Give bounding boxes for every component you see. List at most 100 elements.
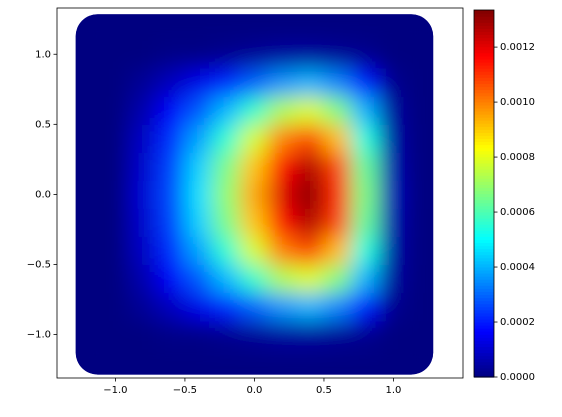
y-tick-label: −1.0 <box>27 330 51 341</box>
heat-cell <box>75 67 102 97</box>
heat-cell <box>184 67 214 97</box>
colorbar-step <box>474 285 494 289</box>
heat-cell <box>379 207 408 237</box>
colorbar-step <box>474 227 494 231</box>
colorbar-step <box>474 297 494 302</box>
heat-cell <box>100 207 130 237</box>
heat-cell <box>184 235 214 265</box>
colorbar-step <box>474 269 494 274</box>
colorbar-step <box>474 205 494 210</box>
colorbar-step <box>474 43 494 48</box>
heat-cell <box>240 320 269 350</box>
colorbar-step <box>474 22 494 26</box>
heat-cell <box>267 123 297 153</box>
colorbar-step <box>474 184 494 188</box>
heat-cell <box>406 263 434 294</box>
heat-cell <box>212 151 242 181</box>
colorbar-step <box>474 107 494 112</box>
heat-cell <box>323 235 353 265</box>
heat-cell <box>212 14 242 41</box>
colorbar-step <box>474 273 494 277</box>
colorbar-step <box>474 248 494 253</box>
colorbar-step <box>474 49 494 54</box>
colorbar-step <box>474 312 494 317</box>
heat-cell <box>351 320 381 350</box>
heat-cell <box>75 14 102 41</box>
heat-cell <box>212 179 242 209</box>
colorbar-step <box>474 361 494 366</box>
colorbar-step <box>474 169 494 173</box>
colorbar-frame <box>473 9 495 378</box>
heat-cell <box>323 179 353 209</box>
heat-cell <box>75 348 102 375</box>
colorbar-step <box>474 74 494 78</box>
heat-cell <box>212 39 242 69</box>
colorbar-step <box>474 224 494 228</box>
heat-cell <box>379 67 408 97</box>
heat-cell <box>406 14 434 41</box>
heat-cell <box>212 67 242 97</box>
heat-cell <box>323 292 353 322</box>
heat-cell <box>351 151 381 181</box>
colorbar-step <box>474 28 494 33</box>
colorbar-step <box>474 120 494 124</box>
heat-cell <box>184 348 214 375</box>
heat-cell <box>184 292 214 322</box>
heat-cell <box>379 39 408 69</box>
heat-cell <box>100 292 130 322</box>
heat-cell <box>75 151 102 181</box>
heat-cell <box>240 263 269 294</box>
heat-cell <box>323 95 353 125</box>
heat-cell <box>240 67 269 97</box>
heat-cell <box>184 123 214 153</box>
heat-cell <box>75 263 102 294</box>
heat-cell <box>267 235 297 265</box>
colorbar-step <box>474 16 494 20</box>
colorbar-step <box>474 242 494 247</box>
heat-cell <box>75 235 102 265</box>
colorbar-step <box>474 260 494 265</box>
colorbar-step <box>474 214 494 219</box>
heat-cell <box>240 292 269 322</box>
y-tick-label: 0.0 <box>35 189 51 200</box>
heat-cell <box>406 320 434 350</box>
heat-cell <box>75 292 102 322</box>
heat-cell <box>406 235 434 265</box>
heat-cell <box>267 39 297 69</box>
heat-cell <box>100 14 130 41</box>
heat-cell <box>156 179 186 209</box>
heat-cell <box>75 95 102 125</box>
colorbar-step <box>474 19 494 23</box>
heat-cell <box>128 39 158 69</box>
colorbar-tick-label: 0.0012 <box>500 42 535 53</box>
heat-cell <box>406 67 434 97</box>
heat-cell <box>267 179 297 209</box>
colorbar-step <box>474 80 494 84</box>
colorbar-step <box>474 367 494 372</box>
heat-cell <box>351 235 381 265</box>
heat-cell <box>267 292 297 322</box>
heat-cell <box>295 39 325 69</box>
colorbar-step <box>474 113 494 118</box>
heat-cell <box>184 95 214 125</box>
colorbar-tick-label: 0.0008 <box>500 152 535 163</box>
heat-cell <box>323 348 353 375</box>
heat-cell <box>406 151 434 181</box>
colorbar-step <box>474 230 494 234</box>
heat-cell <box>240 95 269 125</box>
heat-cell <box>406 348 434 375</box>
x-tick-label: 1.0 <box>386 385 402 396</box>
colorbar-step <box>474 92 494 97</box>
colorbar-tick-label: 0.0006 <box>500 207 535 218</box>
heat-cell <box>323 67 353 97</box>
heat-cell <box>184 39 214 69</box>
heat-cell <box>240 348 269 375</box>
heat-cell <box>379 123 408 153</box>
colorbar-step <box>474 279 494 283</box>
colorbar-step <box>474 199 494 204</box>
colorbar-step <box>474 37 494 42</box>
colorbar-step <box>474 202 494 207</box>
colorbar-step <box>474 364 494 369</box>
colorbar-step <box>474 117 494 121</box>
colorbar-step <box>474 34 494 39</box>
